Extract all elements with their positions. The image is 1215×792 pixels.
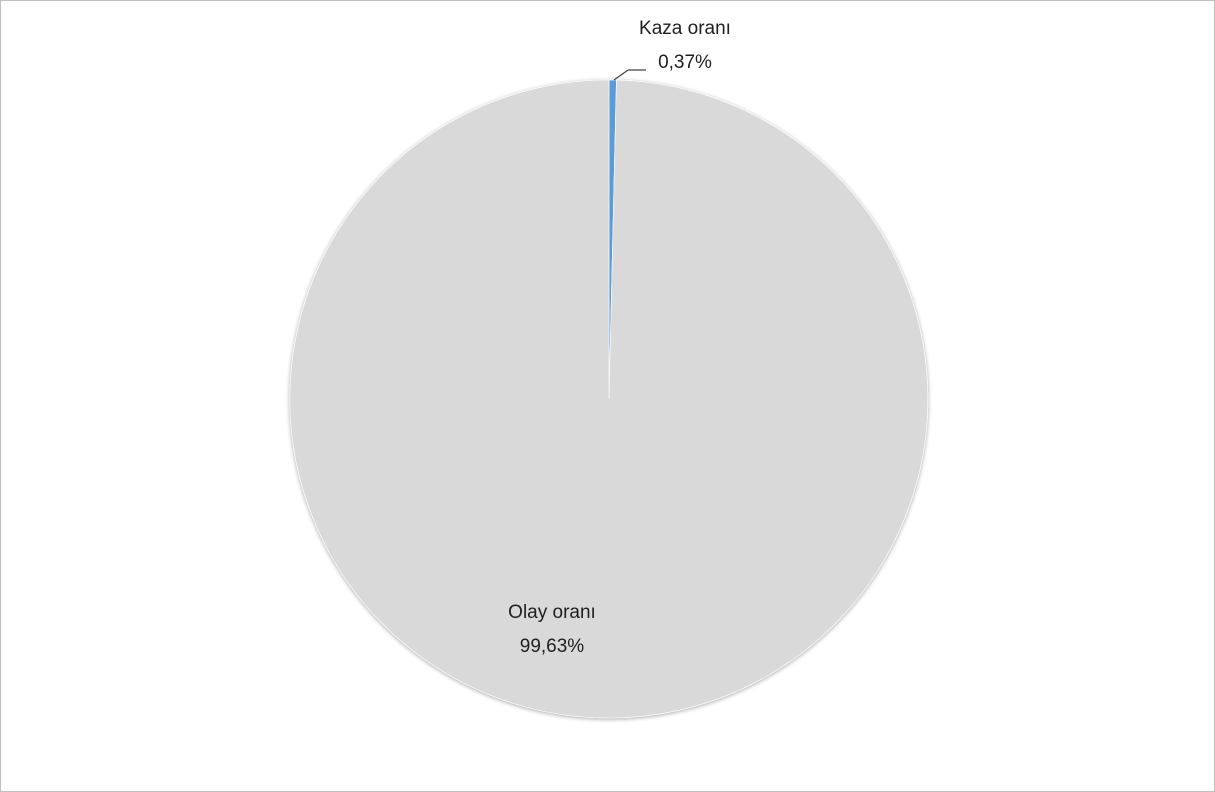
- pie-slices: [289, 79, 929, 719]
- data-label-olay-value: 99,63%: [520, 636, 585, 657]
- leader-line-kaza: [613, 69, 629, 81]
- data-label-kaza-category: Kaza oranı: [639, 18, 731, 39]
- data-label-kaza-value: 0,37%: [658, 52, 712, 73]
- pie-slice-olay: [289, 79, 929, 719]
- data-label-olay-category: Olay oranı: [508, 602, 596, 623]
